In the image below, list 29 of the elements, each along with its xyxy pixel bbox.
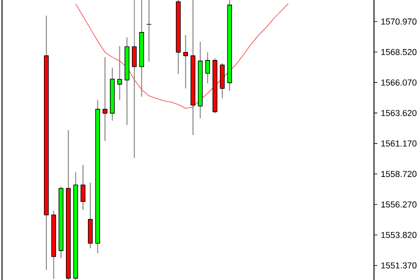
candlestick <box>44 15 49 270</box>
y-tick-label: 1561.170 <box>381 140 417 147</box>
candlestick <box>110 67 115 122</box>
candlestick <box>190 0 196 136</box>
candlestick <box>80 164 86 210</box>
candlestick <box>66 130 71 280</box>
y-tick-label: 1551.370 <box>381 262 417 269</box>
y-tick-label: 1566.070 <box>381 79 417 86</box>
candlestick <box>51 210 56 280</box>
candlestick <box>102 56 108 142</box>
y-tick-label: 1558.720 <box>381 170 417 178</box>
candlestick <box>117 46 122 101</box>
y-tick-label: 1556.270 <box>381 201 417 208</box>
candlestick <box>139 0 144 98</box>
candlestick <box>88 182 93 249</box>
candlestick <box>124 36 130 126</box>
candlestick <box>132 0 137 158</box>
candlestick <box>183 34 188 89</box>
candlestick <box>227 0 232 92</box>
candlestick <box>95 100 100 254</box>
candlestick <box>176 0 181 75</box>
y-tick-label: 1563.620 <box>381 110 417 116</box>
candlestick <box>58 186 64 259</box>
candlestick <box>198 41 203 119</box>
y-tick-label: 1553.820 <box>381 232 417 238</box>
y-tick-label: 1568.520 <box>381 48 417 56</box>
y-tick-label: 1570.970 <box>381 18 417 25</box>
candlestick <box>205 52 210 84</box>
candlestick <box>73 172 78 280</box>
